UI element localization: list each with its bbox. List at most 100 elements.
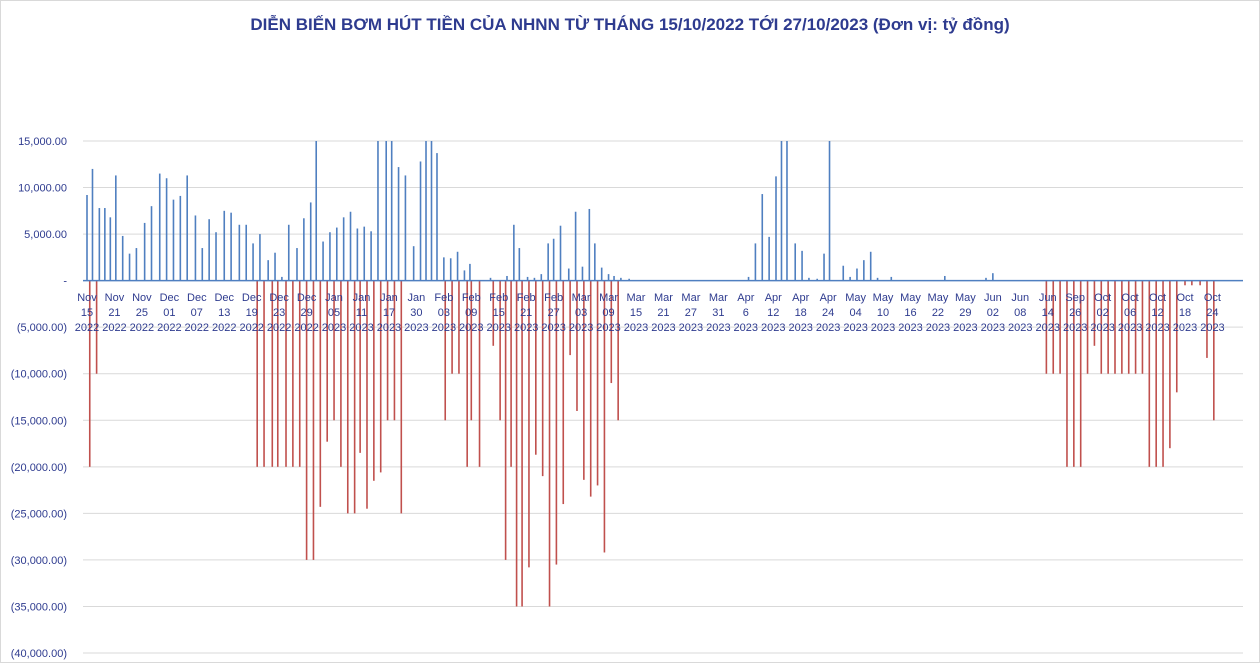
injection-bar bbox=[109, 217, 112, 281]
injection-bar bbox=[449, 258, 452, 281]
x-tick-label: Jun 14 2023 bbox=[1036, 292, 1060, 334]
withdrawal-bar bbox=[1066, 280, 1068, 467]
injection-bar bbox=[245, 224, 248, 281]
x-tick-label: Nov 15 2022 bbox=[75, 292, 99, 334]
withdrawal-bar bbox=[555, 280, 558, 565]
injection-bar bbox=[329, 232, 331, 281]
injection-bar bbox=[567, 268, 570, 281]
withdrawal-bar bbox=[1073, 280, 1075, 467]
y-tick-label: 10,000.00 bbox=[18, 183, 67, 195]
withdrawal-bar bbox=[373, 280, 375, 481]
withdrawal-bar bbox=[603, 280, 606, 553]
injection-bar bbox=[179, 195, 182, 281]
y-tick-label: (40,000.00) bbox=[11, 648, 67, 660]
x-tick-label: Feb 09 2023 bbox=[459, 292, 483, 334]
x-tick-label: Mar 03 2023 bbox=[569, 292, 593, 334]
injection-bar bbox=[259, 234, 261, 281]
injection-bar bbox=[230, 212, 232, 281]
injection-bar bbox=[443, 257, 445, 281]
withdrawal-bar bbox=[1191, 280, 1193, 286]
injection-bar bbox=[863, 260, 865, 281]
x-tick-label: Feb 27 2023 bbox=[541, 292, 565, 334]
injection-bar bbox=[754, 243, 757, 281]
injection-bar bbox=[594, 243, 596, 281]
withdrawal-bar bbox=[1121, 280, 1123, 374]
x-tick-label: Jan 05 2023 bbox=[322, 292, 346, 334]
x-tick-label: Jun 02 2023 bbox=[981, 292, 1005, 334]
withdrawal-bar bbox=[466, 280, 468, 467]
injection-bar bbox=[377, 141, 379, 281]
injection-bar bbox=[559, 225, 562, 281]
withdrawal-bar bbox=[444, 280, 447, 421]
injection-bar bbox=[322, 241, 324, 281]
withdrawal-bar bbox=[298, 280, 301, 467]
injection-bar bbox=[274, 252, 276, 281]
withdrawal-bar bbox=[576, 280, 578, 411]
injection-bar bbox=[287, 224, 290, 281]
injection-bar bbox=[201, 248, 204, 281]
x-tick-label: Apr 6 2023 bbox=[734, 292, 758, 334]
injection-bar bbox=[761, 194, 764, 281]
x-tick-label: Feb 21 2023 bbox=[514, 292, 538, 334]
injection-bar bbox=[801, 250, 803, 281]
injection-bar bbox=[91, 168, 94, 281]
injection-bar bbox=[98, 208, 101, 281]
withdrawal-bar bbox=[515, 280, 518, 607]
y-tick-label: (35,000.00) bbox=[11, 601, 67, 613]
withdrawal-bar bbox=[1045, 280, 1048, 374]
x-tick-label: Jan 30 2023 bbox=[404, 292, 428, 334]
withdrawal-bar bbox=[1199, 280, 1201, 286]
withdrawal-bar bbox=[1093, 280, 1096, 346]
withdrawal-bar bbox=[478, 280, 481, 467]
withdrawal-bar bbox=[263, 280, 265, 467]
withdrawal-bar bbox=[393, 280, 396, 421]
injection-bar bbox=[390, 141, 393, 281]
injection-bar bbox=[342, 217, 345, 281]
injection-bar bbox=[775, 176, 777, 281]
withdrawal-bar bbox=[562, 280, 565, 505]
injection-bar bbox=[194, 215, 197, 281]
x-tick-label: Jan 17 2023 bbox=[377, 292, 401, 334]
injection-bar bbox=[876, 277, 879, 281]
injection-bar bbox=[628, 278, 630, 281]
x-tick-label: Apr 24 2023 bbox=[816, 292, 840, 334]
x-tick-label: May 16 2023 bbox=[898, 292, 922, 334]
injection-bar bbox=[223, 210, 226, 281]
injection-bar bbox=[944, 275, 946, 281]
x-tick-label: Oct 24 2023 bbox=[1200, 292, 1224, 334]
injection-bar bbox=[385, 141, 387, 281]
injection-bar bbox=[303, 218, 305, 281]
x-tick-label: Dec 01 2022 bbox=[157, 292, 181, 334]
withdrawal-bar bbox=[596, 280, 599, 486]
chart-title: DIỄN BIẾN BƠM HÚT TIỀN CỦA NHNN TỪ THÁNG… bbox=[250, 15, 1010, 34]
withdrawal-bar bbox=[312, 280, 315, 560]
injection-bar bbox=[489, 277, 492, 281]
x-tick-label: Jan 11 2023 bbox=[349, 292, 373, 334]
withdrawal-bar bbox=[510, 280, 512, 467]
injection-bar bbox=[786, 141, 788, 281]
withdrawal-bar bbox=[400, 280, 403, 514]
withdrawal-bar bbox=[521, 280, 523, 607]
withdrawal-bar bbox=[95, 280, 98, 374]
injection-bar bbox=[335, 227, 338, 281]
injection-bar bbox=[349, 211, 352, 281]
injection-bar bbox=[869, 251, 872, 281]
injection-bar bbox=[518, 248, 521, 281]
withdrawal-bar bbox=[504, 280, 507, 560]
x-tick-label: Dec 07 2022 bbox=[185, 292, 209, 334]
injection-bar bbox=[238, 224, 241, 281]
withdrawal-bar bbox=[1148, 280, 1151, 467]
injection-bar bbox=[526, 276, 529, 281]
withdrawal-bar bbox=[492, 280, 495, 346]
y-tick-label: (5,000.00) bbox=[17, 322, 67, 334]
x-tick-label: Feb 15 2023 bbox=[487, 292, 511, 334]
withdrawal-bar bbox=[319, 280, 322, 507]
x-tick-label: Mar 21 2023 bbox=[651, 292, 675, 334]
injection-bar bbox=[513, 224, 515, 281]
withdrawal-bar bbox=[470, 280, 473, 421]
withdrawal-bar bbox=[1059, 280, 1061, 374]
withdrawal-bar bbox=[333, 280, 335, 421]
injection-bar bbox=[158, 173, 161, 281]
injection-bar bbox=[849, 276, 851, 281]
